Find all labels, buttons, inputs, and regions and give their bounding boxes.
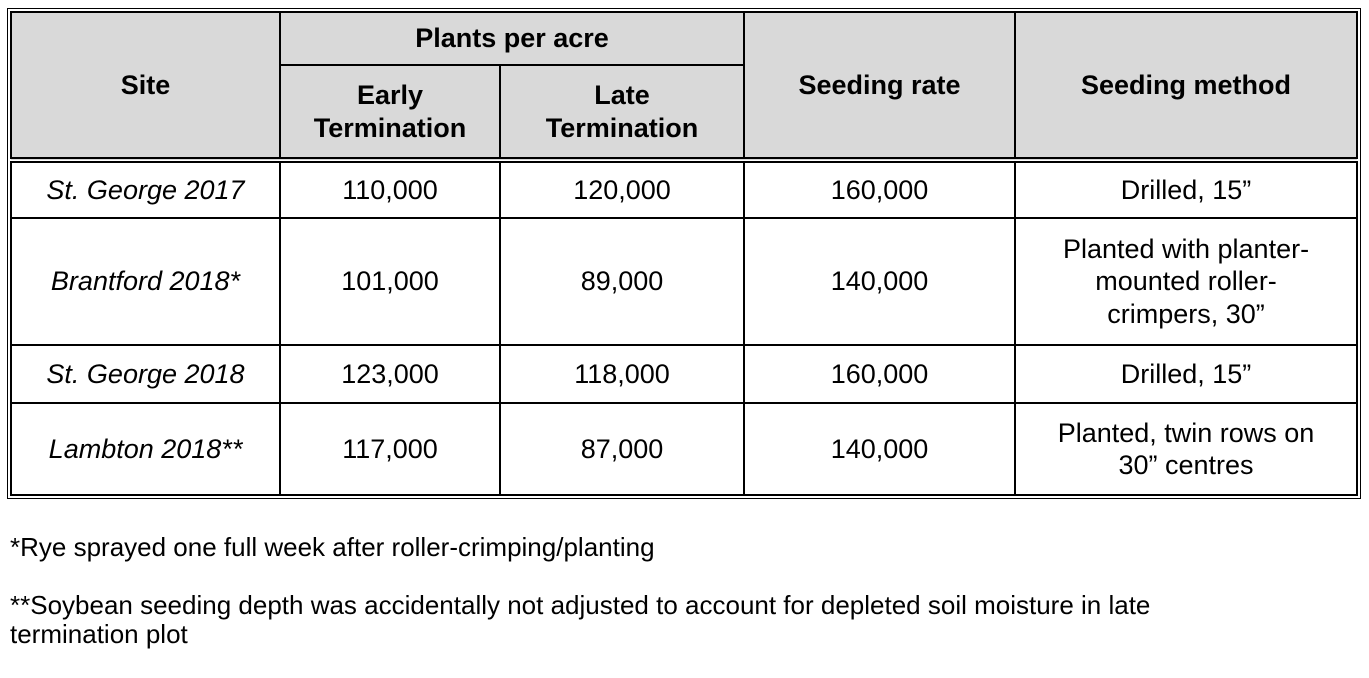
table-row: Brantford 2018* 101,000 89,000 140,000 P… <box>10 217 1359 346</box>
cell-early-termination: 110,000 <box>279 157 501 219</box>
document-page: Site Plants per acre Seeding rate Seedin… <box>7 8 1362 649</box>
col-header-late-termination: Late Termination <box>498 64 746 161</box>
trial-table: Site Plants per acre Seeding rate Seedin… <box>10 11 1359 496</box>
cell-early-termination: 117,000 <box>279 402 501 496</box>
table-header: Site Plants per acre Seeding rate Seedin… <box>10 11 1359 161</box>
cell-early-termination: 123,000 <box>279 344 501 404</box>
table-row: Lambton 2018** 117,000 87,000 140,000 Pl… <box>10 402 1359 496</box>
cell-seeding-rate: 160,000 <box>743 344 1017 404</box>
header-row-top: Site Plants per acre Seeding rate Seedin… <box>10 11 1359 161</box>
table-row: St. George 2017 110,000 120,000 160,000 … <box>10 157 1359 219</box>
cell-site: Lambton 2018** <box>10 402 281 496</box>
cell-site: St. George 2018 <box>10 344 281 404</box>
col-header-early-termination: Early Termination <box>279 64 501 161</box>
cell-seeding-rate: 140,000 <box>743 402 1017 496</box>
col-header-seeding-method: Seeding method <box>1014 11 1359 161</box>
trial-table-frame: Site Plants per acre Seeding rate Seedin… <box>7 8 1362 499</box>
table-footnotes: *Rye sprayed one full week after roller-… <box>10 504 1362 678</box>
header-row-sub: Early Termination Late Termination <box>11 64 1357 161</box>
table-body: St. George 2017 110,000 120,000 160,000 … <box>10 157 1359 496</box>
cell-late-termination: 87,000 <box>498 402 746 496</box>
cell-seeding-method: Drilled, 15” <box>1014 157 1359 219</box>
cell-seeding-method: Drilled, 15” <box>1014 344 1359 404</box>
cell-late-termination: 118,000 <box>498 344 746 404</box>
footnote-rye: *Rye sprayed one full week after roller-… <box>10 532 655 562</box>
col-header-seeding-rate: Seeding rate <box>743 11 1017 161</box>
cell-seeding-method: Planted with planter- mounted roller- cr… <box>1014 217 1359 346</box>
cell-late-termination: 120,000 <box>498 157 746 219</box>
cell-site: Brantford 2018* <box>10 217 281 346</box>
table-row: St. George 2018 123,000 118,000 160,000 … <box>10 344 1359 404</box>
footnote-soybean: **Soybean seeding depth was accidentally… <box>10 590 1151 649</box>
col-header-site: Site <box>10 11 281 161</box>
cell-late-termination: 89,000 <box>498 217 746 346</box>
cell-seeding-rate: 140,000 <box>743 217 1017 346</box>
cell-seeding-method: Planted, twin rows on 30” centres <box>1014 402 1359 496</box>
cell-early-termination: 101,000 <box>279 217 501 346</box>
cell-site: St. George 2017 <box>10 157 281 219</box>
cell-seeding-rate: 160,000 <box>743 157 1017 219</box>
col-header-plants-per-acre: Plants per acre <box>278 11 746 66</box>
